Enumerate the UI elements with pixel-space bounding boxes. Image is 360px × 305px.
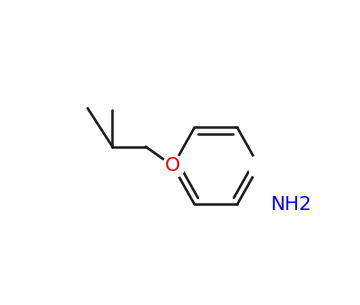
Text: O: O bbox=[165, 156, 181, 175]
Text: NH2: NH2 bbox=[270, 195, 312, 214]
